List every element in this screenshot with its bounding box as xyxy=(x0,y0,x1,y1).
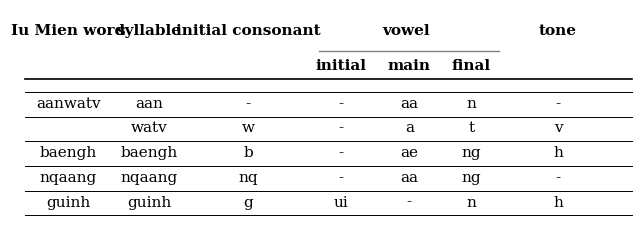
Text: guinh: guinh xyxy=(127,195,171,209)
Text: vowel: vowel xyxy=(382,24,430,38)
Text: aa: aa xyxy=(400,171,419,185)
Text: b: b xyxy=(243,146,253,160)
Text: -: - xyxy=(246,97,251,111)
Text: h: h xyxy=(553,195,563,209)
Text: -: - xyxy=(406,195,412,209)
Text: ng: ng xyxy=(461,171,481,185)
Text: n: n xyxy=(467,97,476,111)
Text: initial consonant: initial consonant xyxy=(176,24,321,38)
Text: baengh: baengh xyxy=(120,146,177,160)
Text: ae: ae xyxy=(400,146,419,160)
Text: -: - xyxy=(556,97,561,111)
Text: t: t xyxy=(468,121,474,135)
Text: guinh: guinh xyxy=(46,195,90,209)
Text: w: w xyxy=(242,121,255,135)
Text: a: a xyxy=(404,121,414,135)
Text: baengh: baengh xyxy=(40,146,97,160)
Text: -: - xyxy=(339,146,344,160)
Text: nqaang: nqaang xyxy=(120,171,177,185)
Text: h: h xyxy=(553,146,563,160)
Text: ui: ui xyxy=(333,195,348,209)
Text: aan: aan xyxy=(135,97,163,111)
Text: nq: nq xyxy=(238,171,258,185)
Text: main: main xyxy=(388,59,431,73)
Text: initial: initial xyxy=(316,59,367,73)
Text: -: - xyxy=(339,171,344,185)
Text: final: final xyxy=(452,59,491,73)
Text: tone: tone xyxy=(539,24,577,38)
Text: Iu Mien word: Iu Mien word xyxy=(12,24,125,38)
Text: -: - xyxy=(556,171,561,185)
Text: g: g xyxy=(243,195,253,209)
Text: aanwatv: aanwatv xyxy=(36,97,100,111)
Text: -: - xyxy=(339,121,344,135)
Text: n: n xyxy=(467,195,476,209)
Text: ng: ng xyxy=(461,146,481,160)
Text: syllable: syllable xyxy=(116,24,181,38)
Text: v: v xyxy=(554,121,563,135)
Text: watv: watv xyxy=(131,121,167,135)
Text: aa: aa xyxy=(400,97,419,111)
Text: nqaang: nqaang xyxy=(40,171,97,185)
Text: -: - xyxy=(339,97,344,111)
